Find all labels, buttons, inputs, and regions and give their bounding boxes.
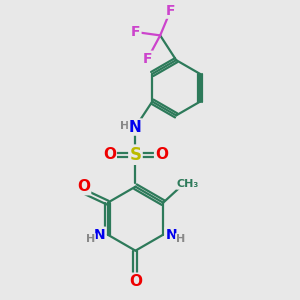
Text: CH₃: CH₃ bbox=[177, 179, 199, 189]
Text: O: O bbox=[129, 274, 142, 289]
Text: F: F bbox=[143, 52, 152, 66]
Text: F: F bbox=[166, 4, 175, 18]
Text: N: N bbox=[166, 228, 177, 242]
Text: H: H bbox=[120, 122, 129, 131]
Text: O: O bbox=[77, 179, 90, 194]
Text: N: N bbox=[129, 119, 142, 134]
Text: O: O bbox=[155, 147, 168, 162]
Text: H: H bbox=[176, 234, 185, 244]
Text: N: N bbox=[94, 228, 105, 242]
Text: O: O bbox=[103, 147, 116, 162]
Text: S: S bbox=[130, 146, 142, 164]
Text: F: F bbox=[131, 26, 140, 40]
Text: H: H bbox=[86, 234, 95, 244]
